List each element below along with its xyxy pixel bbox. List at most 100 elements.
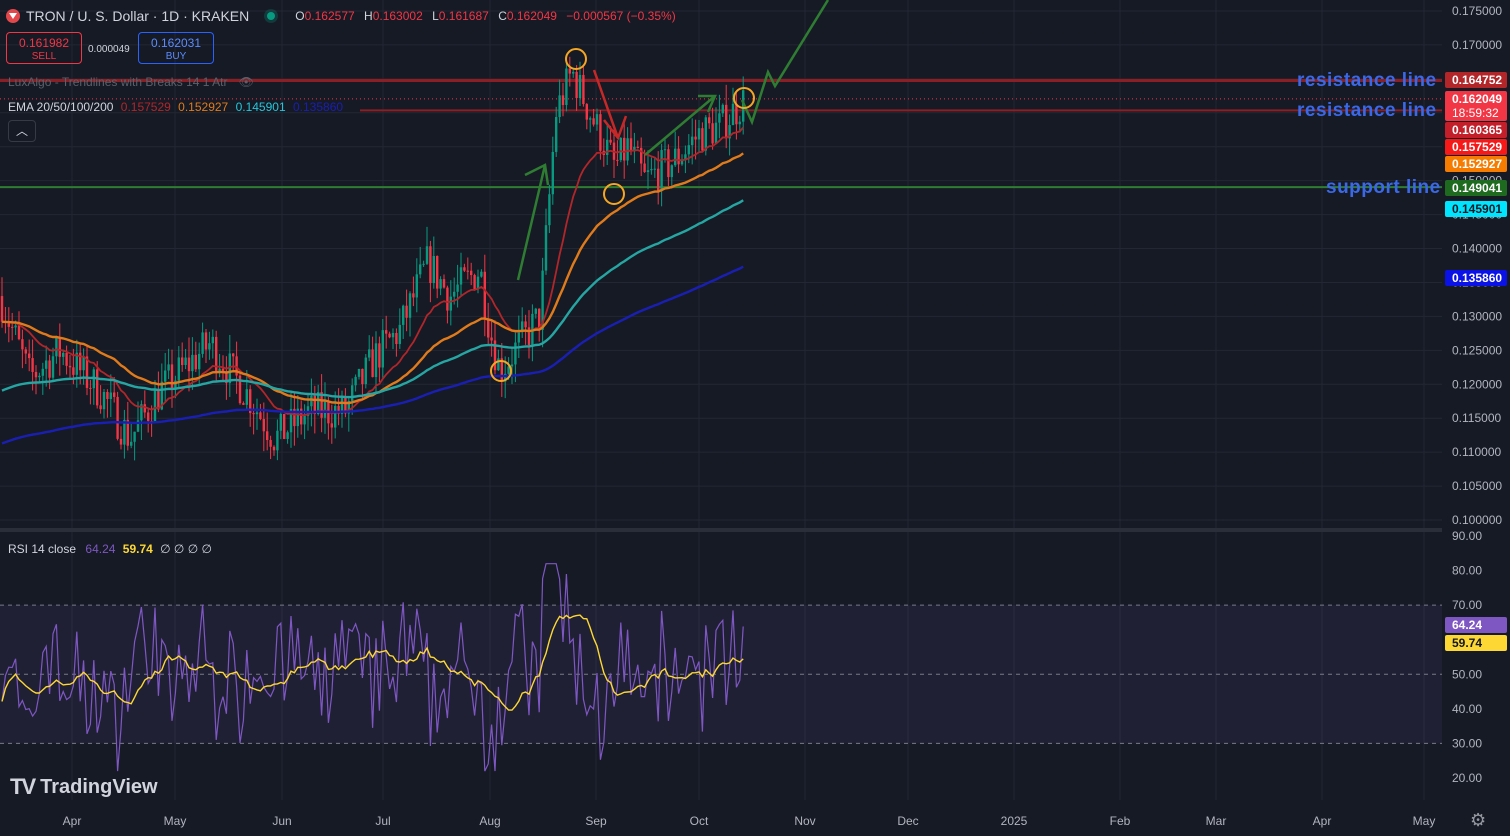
candle-body [279, 413, 282, 431]
candle-body [177, 357, 180, 381]
time-axis: Apr May Jun Jul Aug Sep Oct Nov Dec 2025 Feb Mar Apr… [0, 800, 1510, 836]
candle-body [313, 395, 316, 414]
ema20-line [1, 126, 744, 417]
ema50-line [1, 152, 744, 405]
candle-body [344, 396, 347, 414]
candle [147, 408, 150, 433]
highlight-circle [565, 48, 587, 70]
candle [731, 87, 735, 126]
candle [170, 349, 174, 408]
time-tick-label: Apr [63, 814, 82, 828]
candle-body [718, 113, 721, 123]
sell-button[interactable]: 0.161982 SELL [6, 32, 82, 64]
candle [572, 68, 575, 78]
candle-body [677, 148, 680, 165]
candle-body [269, 440, 272, 447]
price-tag-bg [1445, 72, 1507, 88]
candle [626, 127, 629, 166]
candle [89, 379, 92, 405]
candle-body [191, 354, 194, 372]
rsi-legend[interactable]: RSI 14 close 64.24 59.74 ∅ ∅ ∅ ∅ [8, 542, 212, 556]
candle-body [385, 330, 388, 334]
candle-body [24, 349, 27, 354]
candle-body [51, 356, 55, 378]
candle [85, 344, 89, 396]
candle [595, 108, 599, 131]
candle [41, 362, 44, 395]
candle-body [170, 364, 174, 390]
candle [640, 137, 643, 177]
candle-body [453, 291, 456, 297]
candle [541, 257, 544, 348]
candle [337, 388, 340, 426]
candle [272, 445, 276, 456]
candle-body [633, 146, 636, 152]
candle-body [402, 305, 405, 325]
symbol-title[interactable]: TRON / U. S. Dollar · 1D · KRAKEN [26, 8, 250, 24]
buy-button[interactable]: 0.162031 BUY [138, 32, 214, 64]
candle-body [670, 165, 673, 178]
candle [701, 122, 704, 152]
candle-body [548, 194, 551, 226]
candle [582, 66, 585, 107]
candle-body [153, 390, 157, 423]
candle [194, 341, 197, 373]
candle-body [446, 287, 449, 311]
candle [157, 371, 160, 413]
candle-body [585, 104, 588, 120]
candle [177, 346, 180, 388]
price-tag: 0.152927 [1452, 157, 1502, 171]
luxalgo-legend[interactable]: LuxAlgo - Trendlines with Breaks 14 1 At… [8, 75, 254, 89]
ema-legend[interactable]: EMA 20/50/100/200 0.157529 0.152927 0.14… [8, 100, 343, 114]
price-tick-label: 0.130000 [1452, 309, 1502, 323]
candle-body [232, 353, 235, 357]
chevron-up-icon[interactable]: ︿ [8, 120, 36, 142]
candle-body [405, 305, 408, 318]
hidden-eye-icon[interactable]: 👁 [238, 75, 255, 89]
candle [514, 332, 517, 383]
candle [303, 404, 306, 440]
price-tag-bg [1445, 180, 1507, 196]
ohlc-values: O0.162577 H0.163002 L0.161687 C0.162049 … [295, 9, 676, 23]
rsi-tick-label: 20.00 [1452, 771, 1482, 785]
candle [725, 84, 728, 149]
time-tick-label: Oct [690, 814, 709, 828]
candle [191, 337, 194, 390]
candle [279, 412, 282, 440]
candle [381, 318, 384, 380]
candle [449, 280, 452, 326]
time-tick-label: Nov [794, 814, 815, 828]
candle-body [623, 137, 626, 161]
candle-body [578, 74, 582, 99]
ema20-value: 0.157529 [120, 100, 171, 114]
candle-body [262, 418, 265, 432]
candle [650, 157, 653, 175]
candle [436, 255, 439, 299]
candle-body [558, 95, 561, 118]
candle-body [599, 114, 602, 151]
candle [395, 328, 398, 357]
candle [405, 289, 408, 332]
candle-body [742, 90, 745, 122]
candle-body [657, 168, 660, 192]
tradingview-logo[interactable]: TV TradingView [10, 774, 158, 800]
gear-icon[interactable]: ⚙ [1470, 810, 1487, 830]
rsi-extra-values: ∅ ∅ ∅ ∅ [160, 542, 212, 556]
candle [419, 246, 422, 279]
candle [228, 334, 231, 397]
candle [677, 136, 680, 173]
candle [48, 354, 51, 390]
hand-drawings [490, 0, 830, 382]
candle [555, 106, 558, 157]
candle [459, 252, 463, 297]
candle [361, 368, 364, 399]
time-axis-bg [0, 800, 1510, 836]
candle-body [412, 293, 415, 298]
price-tick-label: 0.140000 [1452, 242, 1502, 256]
candle [738, 115, 741, 133]
candle [473, 273, 476, 291]
candle [483, 254, 486, 337]
candle-body [517, 332, 520, 343]
candle-body [140, 404, 143, 421]
